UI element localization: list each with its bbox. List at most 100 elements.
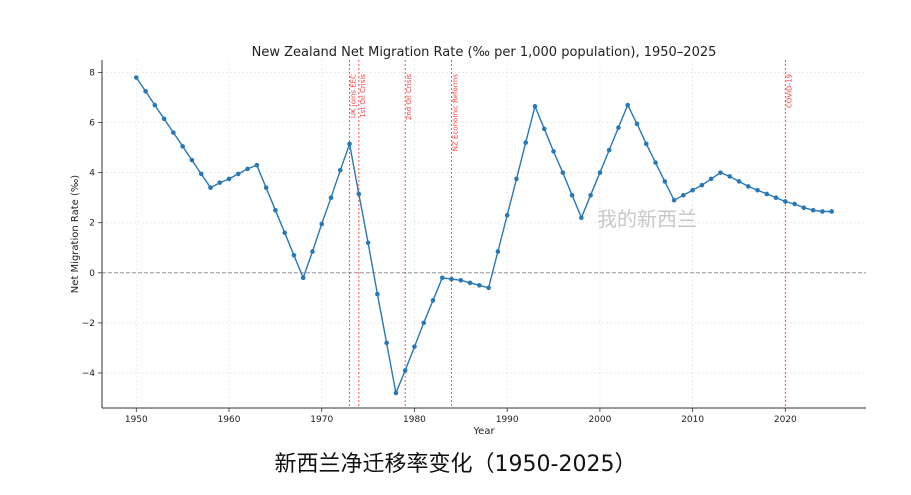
- y-tick-label: −2: [82, 319, 95, 329]
- event-lines-layer: UK joins EEC 1st Oil Crisis 2nd Oil Crisis…: [349, 60, 793, 408]
- data-point: [690, 187, 695, 193]
- data-point: [597, 170, 603, 175]
- data-point: [310, 249, 315, 254]
- data-point: [263, 185, 269, 190]
- chart-title: New Zealand Net Migration Rate (‰ per 1,…: [252, 45, 717, 60]
- grid-layer: [102, 60, 866, 408]
- event-label: 1st Oil Crisis: [359, 74, 367, 118]
- data-point: [217, 180, 223, 185]
- y-tick-label: −4: [82, 369, 96, 379]
- data-point: [375, 291, 380, 297]
- event-label: COVID-19: [785, 74, 793, 108]
- data-point: [486, 285, 491, 291]
- data-point: [152, 102, 158, 108]
- x-tick-label: 1970: [310, 415, 333, 425]
- data-point: [662, 179, 668, 184]
- data-point: [254, 162, 260, 168]
- data-point: [699, 182, 705, 188]
- data-point: [291, 252, 297, 258]
- y-tick-label: 4: [89, 169, 95, 179]
- x-tick-label: 2010: [681, 415, 704, 425]
- data-point: [634, 121, 640, 127]
- data-point: [402, 368, 408, 373]
- data-point: [430, 298, 436, 303]
- event-label: UK joins EEC: [350, 74, 358, 118]
- data-point: [180, 144, 185, 149]
- data-point: [514, 176, 519, 182]
- data-point: [421, 320, 427, 326]
- data-point: [161, 116, 167, 122]
- data-point: [579, 215, 584, 221]
- data-point: [356, 191, 362, 197]
- data-point: [439, 275, 445, 281]
- data-point: [467, 280, 473, 286]
- watermark-text: 我的新西兰: [597, 207, 697, 231]
- data-point: [792, 201, 797, 207]
- data-point: [245, 166, 250, 172]
- data-point: [708, 176, 714, 182]
- data-point: [458, 278, 464, 283]
- data-point: [783, 199, 788, 204]
- data-point: [495, 249, 501, 254]
- data-point: [328, 195, 334, 200]
- data-point: [134, 75, 139, 80]
- data-point: [625, 102, 631, 108]
- event-label: 2nd Oil Crisis: [405, 74, 413, 120]
- data-point: [523, 140, 529, 145]
- data-point: [727, 174, 733, 179]
- data-point: [393, 390, 399, 396]
- data-point: [477, 283, 482, 288]
- x-tick-label: 1950: [125, 415, 148, 425]
- y-tick-label: 8: [89, 69, 95, 79]
- data-point: [588, 192, 593, 198]
- data-point: [820, 209, 825, 214]
- data-point: [412, 344, 417, 349]
- y-tick-label: 2: [89, 219, 95, 229]
- data-point: [449, 276, 454, 282]
- data-point: [643, 141, 649, 147]
- data-point: [282, 230, 287, 236]
- data-point: [319, 221, 325, 227]
- x-tick-label: 1980: [403, 415, 426, 425]
- data-point: [143, 88, 148, 94]
- data-point: [560, 170, 566, 175]
- data-point: [773, 195, 779, 200]
- data-point: [337, 167, 343, 173]
- data-point: [829, 209, 834, 214]
- data-point: [171, 130, 176, 135]
- data-point: [273, 207, 278, 213]
- data-point: [745, 184, 751, 189]
- data-point: [541, 126, 547, 132]
- data-point: [569, 192, 575, 198]
- axes-layer: 1950 1960 1970 1980 1990 2000 2010 2020 −4 −2 0 2 4 6…: [82, 60, 866, 425]
- x-axis-label: Year: [472, 426, 495, 437]
- data-point: [365, 240, 371, 246]
- data-point: [718, 170, 723, 175]
- data-point: [347, 141, 352, 147]
- y-tick-label: 0: [89, 269, 95, 279]
- data-point: [551, 149, 556, 154]
- data-point: [755, 187, 760, 193]
- data-point: [616, 125, 621, 130]
- data-point: [226, 176, 232, 182]
- data-point: [606, 147, 612, 153]
- data-point: [653, 160, 658, 165]
- data-point: [189, 157, 195, 163]
- data-point: [764, 191, 770, 197]
- chart-caption: 新西兰净迁移率变化（1950-2025）: [274, 452, 637, 477]
- data-point: [671, 197, 677, 203]
- data-point: [198, 171, 204, 177]
- x-tick-label: 1960: [218, 415, 241, 425]
- data-point: [208, 185, 213, 190]
- series-layer: [134, 75, 834, 396]
- data-point: [504, 212, 510, 218]
- x-tick-label: 2000: [588, 415, 611, 425]
- data-point: [681, 192, 686, 198]
- event-label: NZ Economic Reforms: [452, 74, 460, 152]
- y-axis-label: Net Migration Rate (‰): [70, 175, 81, 293]
- data-point: [810, 207, 816, 213]
- data-point: [801, 205, 807, 211]
- data-point: [384, 340, 389, 346]
- x-tick-label: 2020: [774, 415, 797, 425]
